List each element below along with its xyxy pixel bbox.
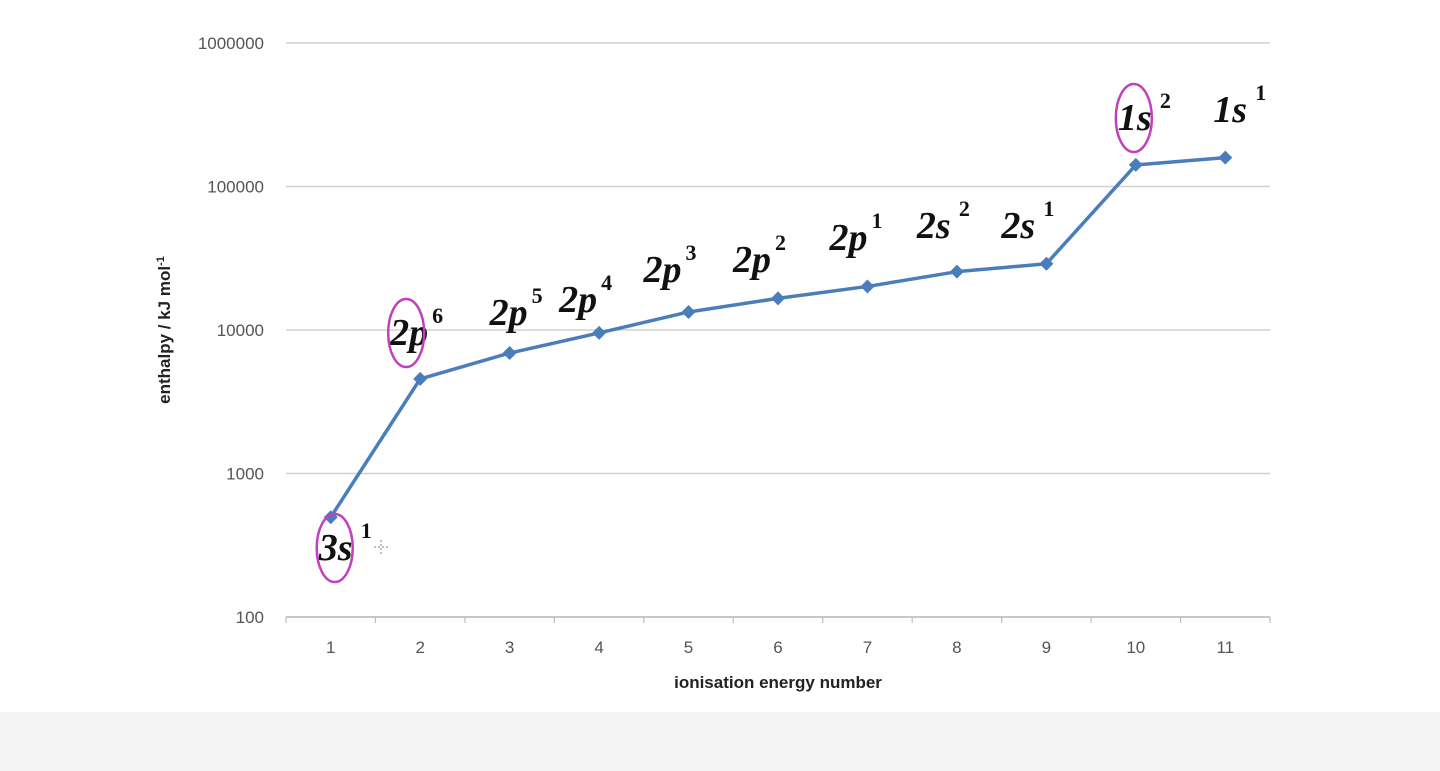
annotation-superscript: 2 <box>1160 88 1171 113</box>
x-axis-title: ionisation energy number <box>674 673 882 692</box>
series-line <box>323 150 1233 525</box>
data-point-marker <box>1218 150 1233 165</box>
y-axis-title: enthalpy / kJ mol-1 <box>155 256 174 404</box>
annotation-superscript: 2 <box>775 230 786 255</box>
y-tick-label: 100000 <box>207 178 264 197</box>
x-tick-label: 11 <box>1216 638 1234 657</box>
x-tick-label: 5 <box>684 638 693 657</box>
x-tick-label: 6 <box>773 638 782 657</box>
annotation-orbital: 1s <box>1118 97 1152 139</box>
annotation-orbital: 2s <box>1000 205 1035 247</box>
y-tick-label: 1000000 <box>198 34 264 53</box>
data-point-marker <box>771 291 785 306</box>
y-tick-label: 10000 <box>217 321 264 340</box>
annotation-circle <box>1114 82 1154 154</box>
x-tick-label: 9 <box>1042 638 1051 657</box>
annotation-superscript: 6 <box>432 303 443 328</box>
annotation-orbital: 2p <box>828 217 867 259</box>
annotation-orbital: 1s <box>1213 89 1247 131</box>
annotation-superscript: 4 <box>601 270 612 295</box>
annotation-superscript: 1 <box>1255 80 1266 105</box>
annotation-orbital: 2s <box>916 205 951 247</box>
x-tick-label: 1 <box>326 638 335 657</box>
x-tick-label: 10 <box>1126 638 1145 657</box>
annotation-orbital: 3s <box>318 527 353 569</box>
series-line-path <box>329 155 1226 519</box>
data-point-marker <box>502 346 517 361</box>
annotation-superscript: 5 <box>532 283 543 308</box>
annotation-orbital: 2p <box>643 249 682 291</box>
data-point-marker <box>949 264 964 279</box>
annotation-orbital: 2p <box>489 292 528 334</box>
data-point-marker <box>413 371 428 386</box>
annotation-superscript: 1 <box>361 518 372 543</box>
data-point-marker <box>1128 157 1143 172</box>
annotation-circle <box>386 297 426 369</box>
x-tick-label: 4 <box>594 638 603 657</box>
video-bottom-bar <box>0 712 1440 771</box>
x-tick-label: 2 <box>415 638 424 657</box>
y-tick-label: 1000 <box>226 465 264 484</box>
x-tick-label: 7 <box>863 638 872 657</box>
y-tick-label: 100 <box>236 608 264 627</box>
annotation-orbital: 2p <box>732 239 771 281</box>
annotation-superscript: 2 <box>959 196 970 221</box>
x-tick-label: 3 <box>505 638 514 657</box>
annotation-superscript: 1 <box>871 208 882 233</box>
data-point-marker <box>1039 256 1054 271</box>
annotation-orbital: 2p <box>558 279 597 321</box>
annotation-superscript: 3 <box>686 240 697 265</box>
handwritten-annotations: 3s 12p 6 2p 5 2p 4 2p 3 2p 2 2p 1 2s 2 2s 11s 2 1s 1 <box>315 80 1266 584</box>
data-point-marker <box>592 325 607 340</box>
data-point-marker <box>681 304 696 319</box>
cursor-crosshair-icon <box>374 540 388 554</box>
x-tick-label: 8 <box>952 638 961 657</box>
data-point-marker <box>860 279 875 294</box>
annotation-circle <box>315 512 354 584</box>
annotation-superscript: 1 <box>1043 196 1054 221</box>
